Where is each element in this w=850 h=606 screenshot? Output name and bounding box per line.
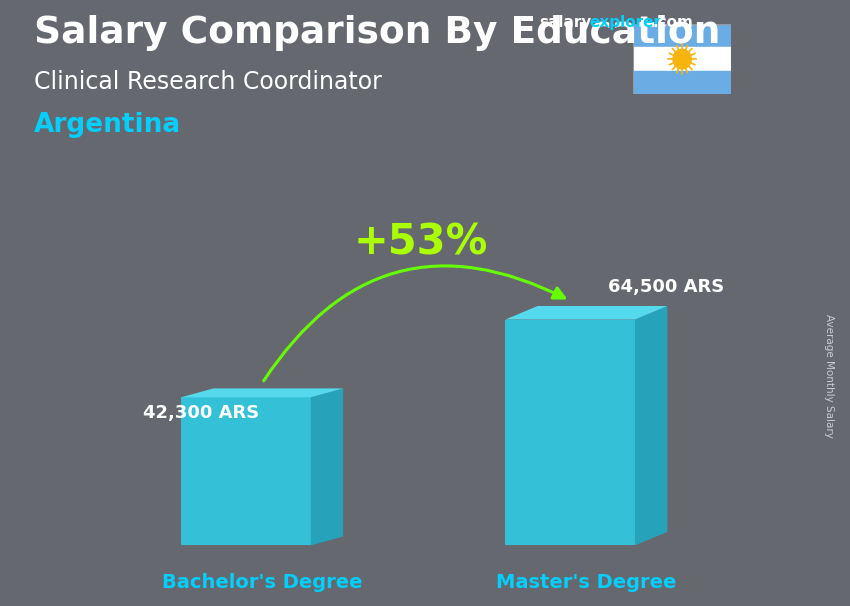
Circle shape <box>673 49 691 69</box>
Text: +53%: +53% <box>354 222 488 264</box>
Text: 64,500 ARS: 64,500 ARS <box>608 278 724 296</box>
Polygon shape <box>505 306 667 319</box>
Text: salary: salary <box>540 15 592 30</box>
Text: 42,300 ARS: 42,300 ARS <box>143 404 259 422</box>
Bar <box>633 24 731 47</box>
Text: Argentina: Argentina <box>34 112 181 138</box>
Text: Bachelor's Degree: Bachelor's Degree <box>162 573 362 593</box>
Polygon shape <box>635 306 667 545</box>
Polygon shape <box>311 388 343 545</box>
Polygon shape <box>181 398 311 545</box>
Text: Clinical Research Coordinator: Clinical Research Coordinator <box>34 70 382 94</box>
Text: explorer: explorer <box>589 15 661 30</box>
Bar <box>633 71 731 94</box>
Text: Master's Degree: Master's Degree <box>496 573 677 593</box>
Text: Average Monthly Salary: Average Monthly Salary <box>824 314 834 438</box>
Polygon shape <box>505 319 635 545</box>
Bar <box>633 47 731 71</box>
Text: .com: .com <box>653 15 694 30</box>
Polygon shape <box>181 388 343 398</box>
Text: Salary Comparison By Education: Salary Comparison By Education <box>34 15 720 51</box>
